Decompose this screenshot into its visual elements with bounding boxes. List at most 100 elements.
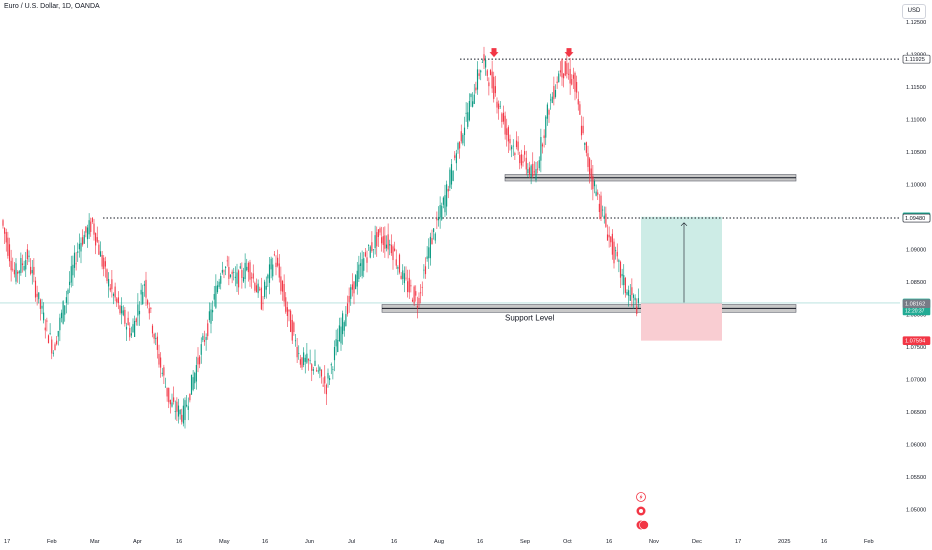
price-label: 1.07594	[902, 336, 931, 345]
candle-body	[229, 274, 232, 277]
candle-body	[273, 254, 275, 256]
candle-body	[550, 99, 552, 101]
candle-body	[303, 352, 305, 366]
candle-body	[234, 276, 236, 278]
candle-body	[402, 270, 404, 279]
candle-body	[379, 228, 381, 233]
candle-body	[216, 285, 219, 293]
candle-body	[533, 171, 535, 173]
candle-body	[613, 241, 615, 264]
candle-body	[512, 145, 514, 147]
candle-body	[356, 270, 358, 287]
candle-body	[348, 295, 350, 303]
candle-body	[337, 340, 339, 352]
candle-body	[576, 82, 578, 93]
candle-body	[372, 249, 375, 251]
candle-body	[41, 305, 43, 309]
candle-body	[34, 280, 37, 298]
x-tick-label: 17	[4, 539, 10, 545]
candle-body	[265, 285, 267, 290]
candle-body	[132, 324, 134, 333]
candle-body	[124, 309, 126, 324]
candle-body	[355, 275, 357, 290]
candle-body	[52, 352, 54, 354]
candle-body	[631, 287, 633, 296]
candle-body	[249, 262, 251, 280]
candle-body	[329, 378, 331, 381]
candle-body	[342, 313, 344, 335]
candle-body	[213, 293, 215, 300]
candle-body	[203, 340, 206, 342]
candle-body	[541, 144, 544, 147]
price-label: 1.09480	[902, 213, 931, 223]
candle-body	[335, 339, 337, 347]
candle-body	[598, 203, 600, 213]
candle-body	[577, 99, 579, 105]
candle-body	[215, 285, 217, 308]
candle-body	[429, 236, 431, 259]
candle-body	[119, 305, 121, 314]
candle-body	[527, 169, 529, 174]
candle-body	[70, 266, 72, 283]
candle-body	[96, 237, 98, 242]
candle-body	[327, 372, 329, 379]
candle-body	[314, 360, 316, 366]
candle-body	[397, 266, 399, 269]
candle-body	[602, 209, 604, 211]
candle-body	[608, 234, 610, 238]
candle-body	[584, 142, 586, 145]
candle-body	[545, 116, 547, 138]
candle-body	[5, 232, 7, 243]
candle-body	[333, 347, 336, 361]
candle-body	[486, 70, 488, 76]
time-axis[interactable]: 17 Feb Mar Apr 16 May 16 Jun Jul 16 Aug 16 Sep Oct 16 N…	[4, 539, 874, 545]
candle-body	[319, 367, 321, 371]
candle-body	[332, 369, 334, 370]
candle-body	[537, 168, 539, 170]
candle-body	[605, 213, 607, 227]
candle-body	[278, 263, 280, 278]
y-tick-label: 1.06000	[906, 442, 926, 448]
candle-body	[26, 249, 28, 260]
candle-body	[109, 287, 111, 291]
candle-body	[340, 326, 342, 344]
candle-body	[309, 360, 311, 362]
candle-body	[194, 372, 196, 384]
candle-body	[90, 221, 92, 232]
candle-body	[553, 86, 555, 100]
candle-body	[499, 105, 501, 107]
event-icons[interactable]	[636, 492, 649, 530]
y-tick-label: 1.08000	[906, 312, 926, 318]
candle-body	[160, 357, 162, 368]
candle-body	[288, 309, 290, 312]
x-tick-label: Aug	[434, 539, 444, 545]
candle-body	[623, 275, 625, 286]
candle-body	[400, 275, 402, 279]
candle-body	[462, 134, 464, 144]
target-arrow-head	[680, 222, 688, 227]
candle-body	[563, 73, 565, 79]
candle-body	[12, 268, 14, 270]
candle-body	[137, 304, 139, 316]
price-axis[interactable]: 1.125001.120001.115001.110001.105001.100…	[902, 20, 931, 514]
candle-body	[267, 274, 269, 279]
candle-body	[28, 255, 30, 257]
candle-body	[17, 271, 19, 274]
candle-body	[259, 289, 261, 291]
candle-body	[364, 252, 366, 257]
countdown-text: 12:20:37	[905, 308, 925, 314]
candle-body	[439, 205, 441, 218]
price-label-box	[902, 336, 931, 345]
candle-body	[56, 340, 58, 345]
candle-body	[108, 279, 110, 287]
candle-body	[525, 157, 527, 170]
candle-body	[25, 259, 27, 270]
candle-body	[579, 104, 581, 115]
candle-body	[405, 277, 407, 279]
x-tick-label: 16	[821, 539, 827, 545]
candle-body	[205, 337, 207, 340]
candle-body	[195, 365, 197, 382]
price-label-text: 1.11925	[905, 57, 925, 63]
currency-button[interactable]: USD	[902, 4, 926, 19]
